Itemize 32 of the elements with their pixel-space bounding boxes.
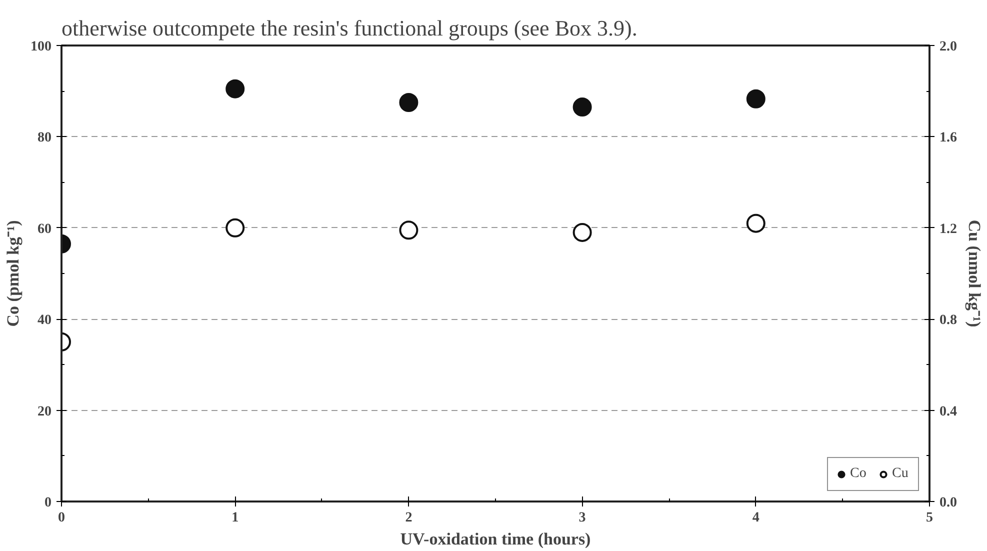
text: otherwise outcompete the resin's functional groups (see Box 3.9). — [62, 16, 638, 40]
x-tick-label: 0 — [58, 510, 65, 526]
x-tick-label: 2 — [405, 510, 412, 526]
y2-tick-label: 2.0 — [940, 40, 957, 54]
x-axis-title: UV-oxidation time (hours) — [400, 530, 591, 548]
point — [746, 89, 766, 108]
y2-tick-label: 1.6 — [940, 130, 957, 146]
point — [399, 93, 418, 112]
point — [572, 98, 592, 117]
point — [226, 218, 245, 238]
y-tick-label: 0 — [44, 496, 52, 510]
x-tick-label: 4 — [752, 510, 760, 526]
point — [399, 220, 418, 240]
y2-tick-label: 0.8 — [940, 313, 957, 328]
y-tick-label: 20 — [38, 404, 52, 420]
y-axis-title: Co (pmol kg⁻¹) — [4, 220, 22, 327]
point — [746, 214, 766, 233]
y2-tick-label: 0.0 — [940, 496, 957, 510]
point — [226, 79, 245, 98]
y2-tick-label: 0.4 — [940, 404, 957, 420]
y2-axis-title: Cu (nmol kg⁻¹) — [965, 220, 984, 328]
y2-tick-label: 1.2 — [940, 222, 957, 237]
x-tick-label: 5 — [926, 510, 933, 526]
y-tick-label: 100 — [30, 40, 52, 54]
point — [572, 222, 592, 242]
legend-label: Co — [850, 466, 868, 482]
y-tick-label: 40 — [38, 313, 52, 328]
legend-label: Cu — [892, 466, 910, 482]
y-tick-label: 60 — [38, 222, 52, 237]
x-tick-label: 3 — [578, 510, 586, 526]
y-tick-label: 80 — [38, 130, 52, 146]
x-tick-label: 1 — [232, 510, 239, 526]
